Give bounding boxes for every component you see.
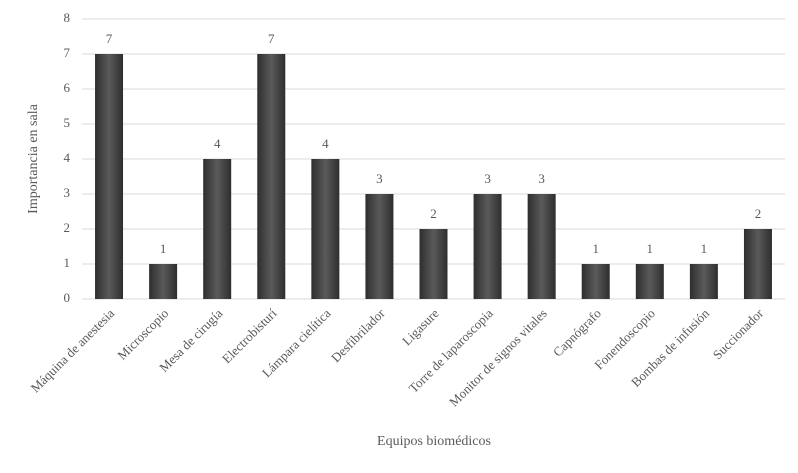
data-label: 7: [268, 31, 275, 46]
data-label: 1: [160, 241, 167, 256]
data-label: 2: [430, 206, 437, 221]
bar: [419, 229, 448, 299]
bar: [743, 229, 772, 299]
data-label: 3: [484, 171, 491, 186]
data-label: 4: [322, 136, 329, 151]
data-label: 3: [538, 171, 545, 186]
x-tick-label: Capnógrafo: [550, 306, 604, 360]
x-tick-label: Microscopio: [114, 306, 171, 363]
x-tick-label: Máquina de anestesia: [28, 305, 118, 395]
y-tick-label: 2: [64, 220, 71, 235]
x-tick-label: Ligasure: [399, 305, 442, 348]
y-tick-label: 6: [64, 80, 71, 95]
x-tick-label: Desfibrilador: [328, 305, 388, 365]
bar: [689, 264, 718, 299]
bar: [365, 194, 394, 299]
y-tick-label: 4: [64, 150, 71, 165]
data-label: 7: [106, 31, 113, 46]
y-tick-label: 5: [64, 115, 71, 130]
y-tick-label: 3: [64, 185, 71, 200]
bar: [95, 54, 124, 299]
data-label: 1: [647, 241, 654, 256]
y-tick-label: 0: [64, 290, 71, 305]
data-label: 2: [755, 206, 762, 221]
bar: [149, 264, 178, 299]
y-tick-label: 8: [64, 10, 71, 25]
y-tick-label: 1: [64, 255, 71, 270]
bar: [635, 264, 664, 299]
bar: [257, 54, 286, 299]
data-label: 1: [592, 241, 599, 256]
x-axis-title: Equipos biomédicos: [377, 434, 491, 449]
bar: [473, 194, 502, 299]
bar: [203, 159, 232, 299]
data-label: 1: [701, 241, 708, 256]
y-tick-label: 7: [64, 45, 71, 60]
bar: [527, 194, 556, 299]
bar: [311, 159, 340, 299]
data-label: 3: [376, 171, 383, 186]
bar: [581, 264, 610, 299]
y-axis-title: Importancia en sala: [26, 103, 41, 213]
x-tick-label: Succionador: [710, 305, 767, 362]
x-tick-label: Monitor de signos vitales: [446, 306, 550, 410]
data-label: 4: [214, 136, 221, 151]
